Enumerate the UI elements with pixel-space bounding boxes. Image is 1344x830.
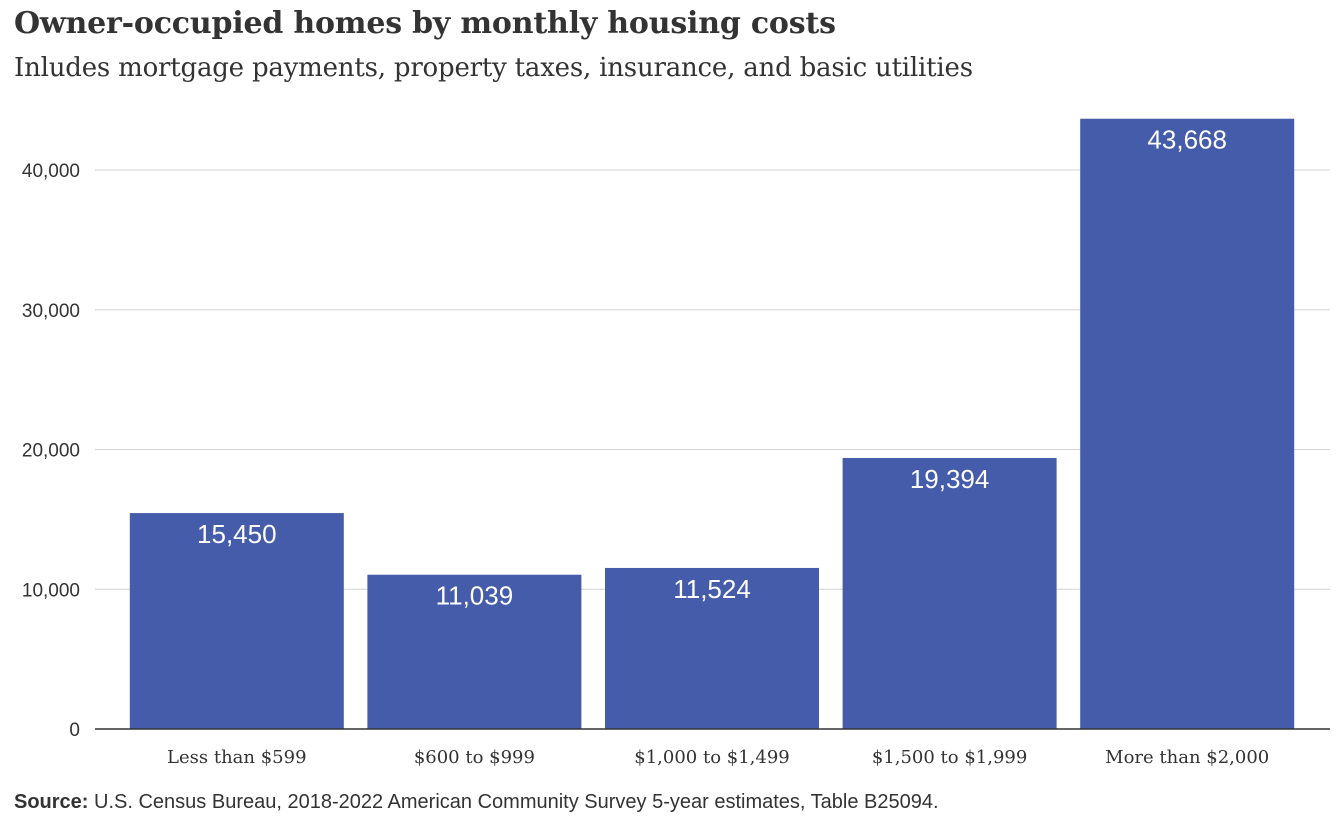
chart-subtitle: Inludes mortgage payments, property taxe… [14, 53, 973, 83]
bar-value-label: 11,039 [436, 581, 514, 611]
bar-value-label: 43,668 [1147, 125, 1227, 155]
y-tick-label: 10,000 [22, 580, 80, 601]
bar-value-labels: 15,450 11,039 11,524 19,394 43,668 [197, 125, 1227, 611]
y-axis-ticks: 0 10,000 20,000 30,000 40,000 [22, 161, 80, 741]
bar [129, 513, 344, 729]
bars [129, 118, 1295, 730]
y-tick-label: 0 [69, 720, 80, 741]
bar-value-label: 11,524 [673, 574, 751, 604]
bar [842, 457, 1057, 729]
source-text: U.S. Census Bureau, 2018-2022 American C… [94, 791, 939, 813]
source-label: Source: [14, 791, 89, 813]
y-tick-label: 40,000 [22, 161, 80, 182]
y-tick-label: 20,000 [22, 441, 80, 462]
bar-value-label: 15,450 [197, 519, 277, 549]
bar-value-label: 19,394 [910, 464, 990, 494]
x-tick-label: $600 to $999 [414, 747, 535, 768]
x-tick-label: More than $2,000 [1105, 747, 1269, 768]
bar [1080, 118, 1295, 730]
bar [367, 574, 582, 729]
x-tick-label: $1,000 to $1,499 [634, 747, 789, 768]
bar [605, 567, 819, 729]
x-tick-label: Less than $599 [167, 747, 306, 768]
x-tick-label: $1,500 to $1,999 [872, 747, 1027, 768]
y-tick-label: 30,000 [22, 301, 80, 322]
x-axis-ticks: Less than $599 $600 to $999 $1,000 to $1,4… [167, 747, 1269, 768]
chart-title: Owner-occupied homes by monthly housing … [14, 6, 836, 41]
source-note: Source: U.S. Census Bureau, 2018-2022 Am… [14, 791, 939, 814]
